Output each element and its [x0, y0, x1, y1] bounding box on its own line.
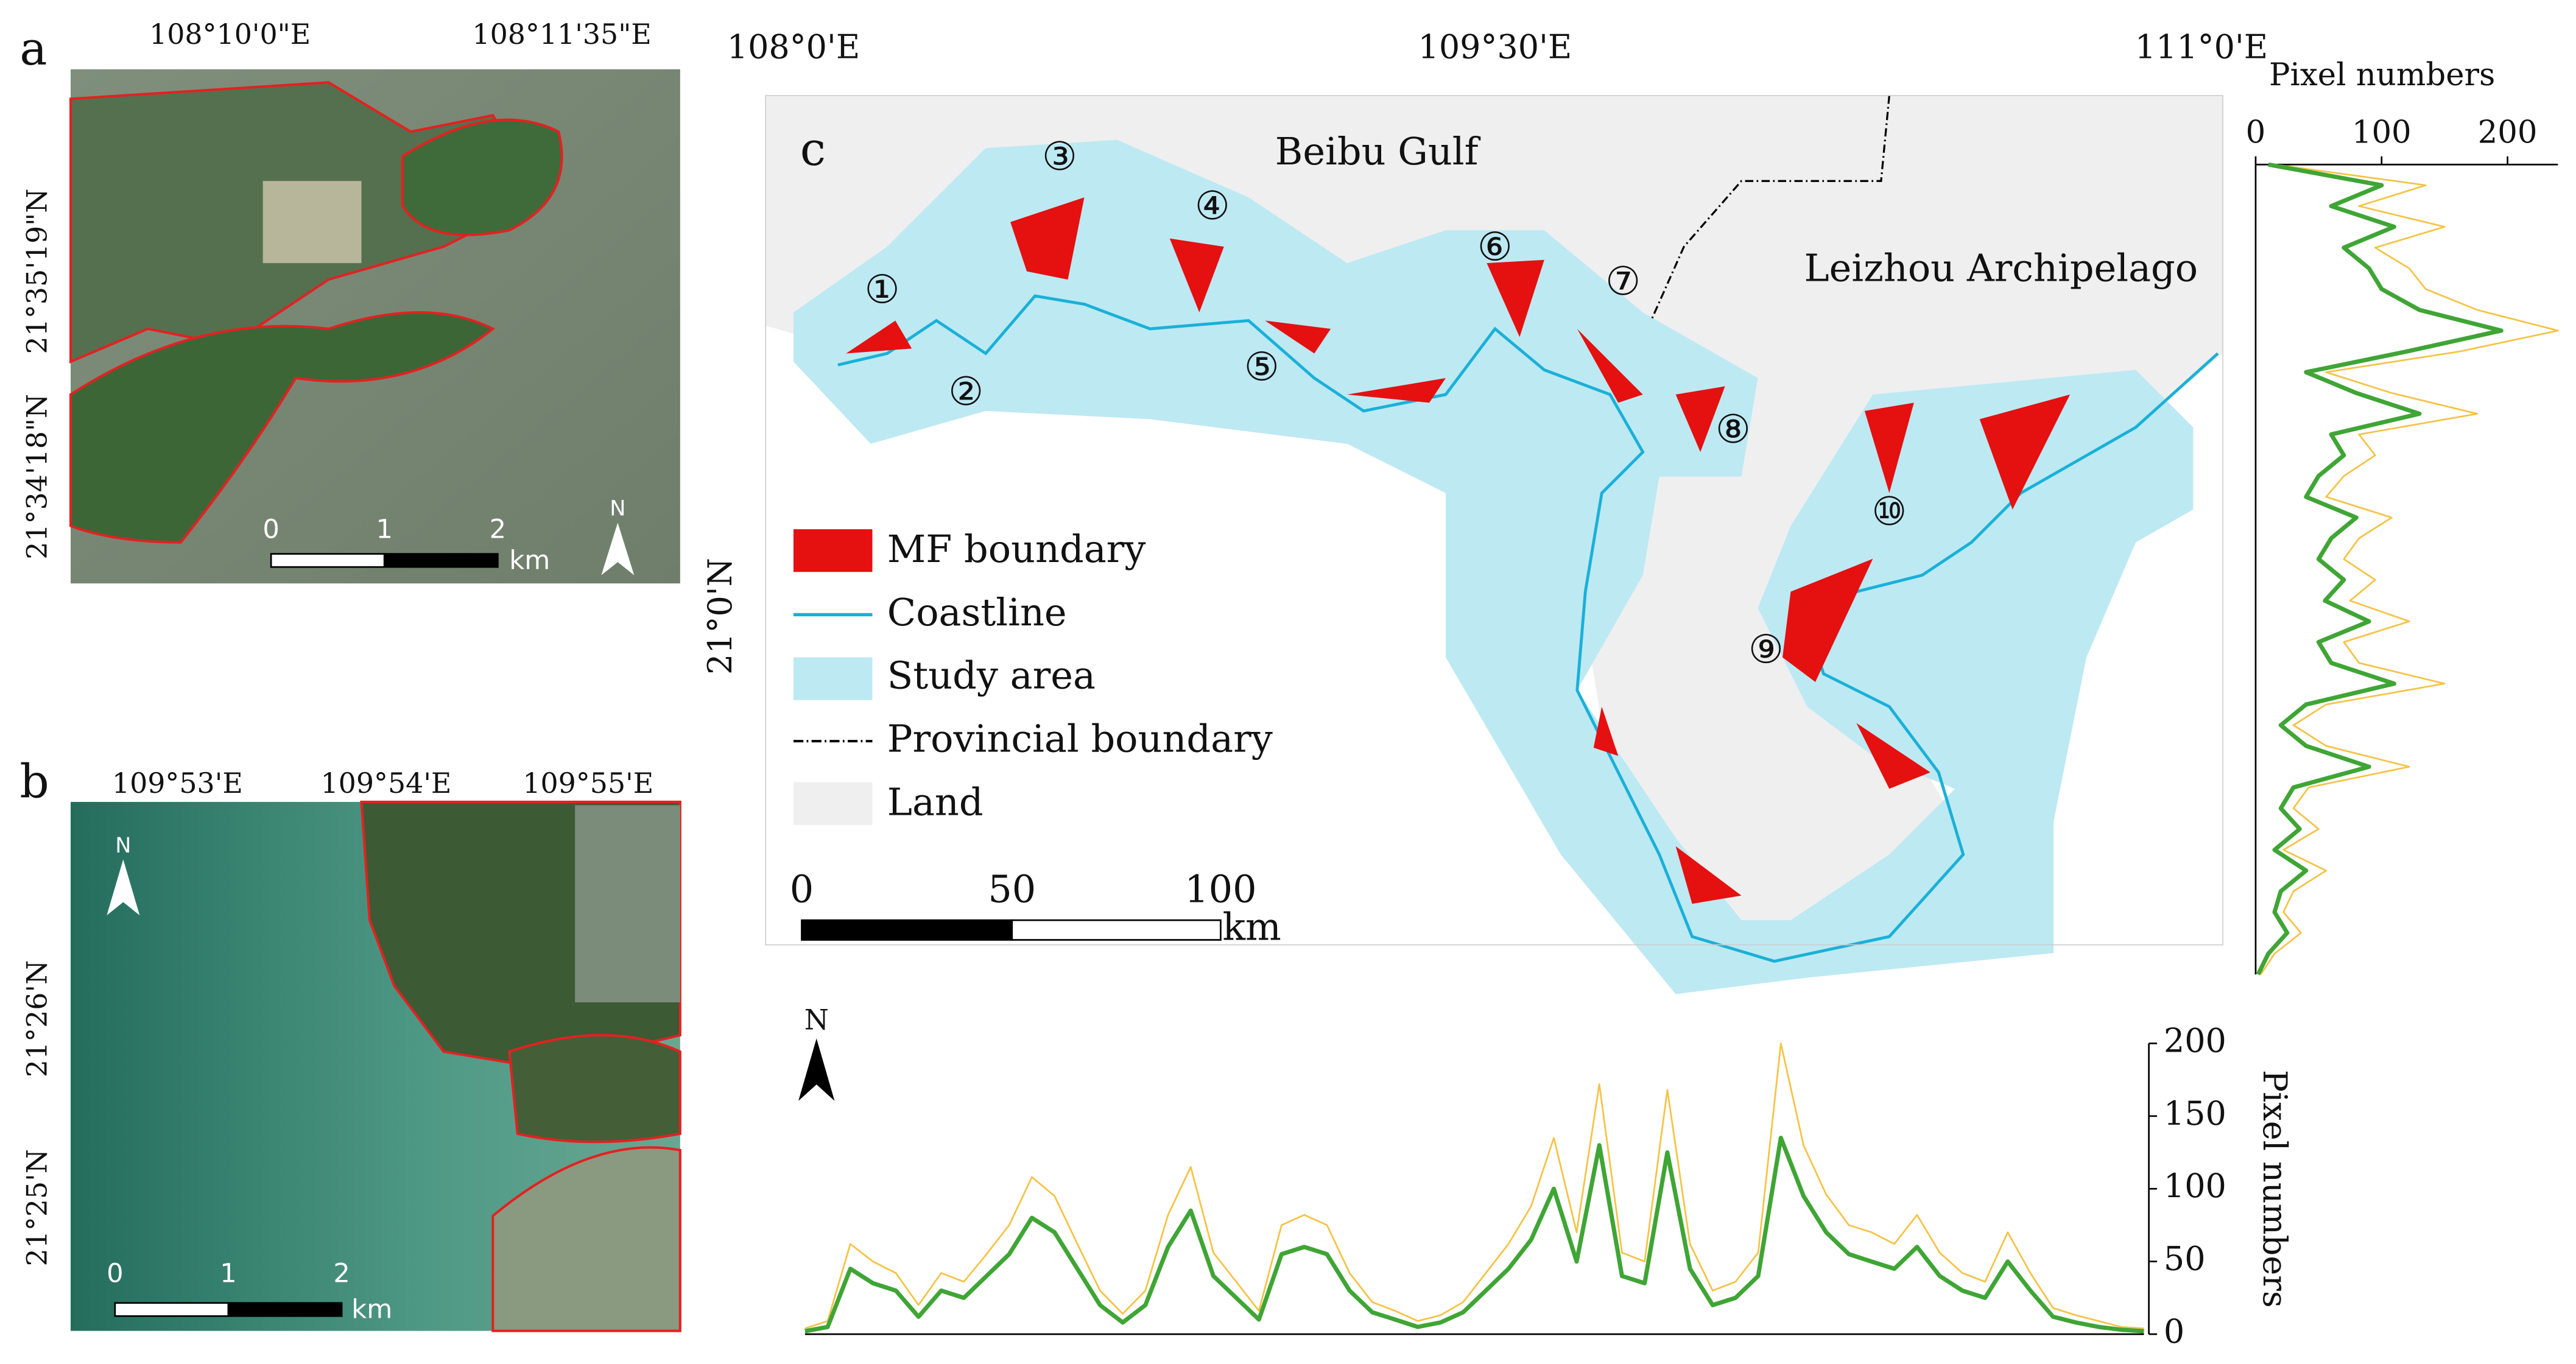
panel-label: c [800, 122, 826, 176]
scale-label: 1 [376, 514, 393, 544]
y-tick-label: 21°26'N [21, 960, 54, 1077]
legend-swatch [793, 529, 873, 572]
y-tick-label: 150 [2164, 1094, 2226, 1133]
scale-label: km [509, 546, 550, 576]
x-tick-label: 200 [2478, 114, 2538, 151]
x-tick-label: 109°54'E [321, 767, 452, 800]
panel-label: a [19, 22, 47, 76]
north-label: N [610, 496, 625, 521]
site-number: ① [865, 267, 900, 313]
site-number: ⑧ [1716, 407, 1751, 452]
legend-label: Land [887, 779, 984, 824]
north-arrow [798, 1038, 835, 1101]
x-tick-label: 100 [2352, 114, 2412, 151]
x-tick-label: 108°10'0"E [149, 18, 311, 51]
x-tick-label: 109°55'E [523, 767, 653, 800]
y-axis-label: Pixel numbers [2256, 1070, 2294, 1308]
x-tick-label: 109°53'E [112, 767, 243, 800]
legend-label: MF boundary [887, 527, 1146, 571]
legend-label: Provincial boundary [887, 717, 1273, 761]
panel-b: b 109°53'E 109°54'E 109°55'E 21°26'N 21°… [19, 754, 681, 1332]
profile-line [2256, 162, 2504, 976]
north-label: N [115, 833, 131, 858]
y-tick-label: 100 [2164, 1167, 2226, 1205]
site-number: ⑥ [1477, 225, 1513, 270]
scale-label: km [351, 1295, 392, 1325]
panel-label: b [19, 754, 49, 808]
scale-bar [1011, 919, 1222, 941]
scale-label: 0 [790, 867, 814, 911]
profile-line [804, 1042, 2144, 1329]
land [491, 1146, 681, 1332]
site-number: ⑨ [1748, 627, 1784, 672]
scale-label: km [1222, 904, 1281, 949]
panel-c: 108°0'E 109°30'E 111°0'E 21°0'N c Beibu … [701, 27, 2268, 1101]
scale-label: 2 [490, 514, 506, 544]
scale-bar [383, 553, 499, 568]
study-area [793, 139, 2194, 994]
scale-bar [114, 1302, 230, 1317]
x-tick-label: 108°0'E [727, 27, 860, 66]
y-tick-label: 21°0'N [701, 558, 739, 675]
provincial-boundary [1650, 95, 1890, 322]
x-tick-label: 0 [2246, 114, 2266, 151]
site-number: ② [948, 369, 984, 415]
site-number: ⑤ [1244, 344, 1279, 390]
land [508, 1033, 681, 1144]
x-axis-label: Pixel numbers [2269, 57, 2495, 93]
place-name: Leizhou Archipelago [1804, 246, 2198, 290]
y-tick-label: 21°25'N [21, 1149, 54, 1266]
land [401, 118, 563, 236]
profile-line [804, 1136, 2144, 1334]
scale-label: 0 [262, 514, 279, 544]
site-number: ④ [1195, 183, 1230, 229]
scale-label: 1 [220, 1258, 236, 1288]
y-tick-label: 50 [2164, 1240, 2206, 1278]
place-name: Beibu Gulf [1275, 129, 1481, 174]
scale-bar [227, 1302, 343, 1317]
map-frame [765, 95, 2223, 946]
legend-swatch [793, 782, 873, 825]
ponds [575, 805, 680, 1003]
scale-bar [270, 553, 385, 568]
y-tick-label: 21°35'19"N [21, 189, 54, 354]
mf-clusters [846, 197, 2071, 904]
legend-label: Coastline [887, 590, 1067, 635]
site-number: ⑦ [1605, 259, 1641, 304]
x-tick-label: 111°0'E [2135, 27, 2268, 66]
y-tick-label: 0 [2164, 1312, 2184, 1351]
profile-line [2260, 163, 2559, 975]
y-tick-label: 21°34'18"N [21, 394, 54, 560]
x-tick-label: 109°30'E [1418, 27, 1572, 66]
scale-label: 100 [1184, 867, 1256, 911]
scale-bar [801, 919, 1013, 941]
scale-label: 50 [988, 867, 1036, 911]
legend-swatch [793, 657, 873, 700]
scale-label: 2 [333, 1258, 350, 1288]
y-tick-label: 200 [2164, 1021, 2226, 1060]
ponds [262, 181, 362, 264]
site-number: ③ [1042, 134, 1077, 180]
scale-label: 0 [107, 1258, 123, 1288]
land [69, 311, 496, 544]
x-tick-label: 108°11'35"E [472, 18, 651, 51]
legend-label: Study area [887, 653, 1096, 698]
site-number: ⑩ [1871, 489, 1907, 535]
panel-a: a 108°10'0"E 108°11'35"E 21°35'19"N 21°3… [19, 18, 680, 584]
north-arrow [107, 859, 140, 916]
north-arrow [601, 522, 635, 575]
north-label: N [804, 1003, 829, 1036]
